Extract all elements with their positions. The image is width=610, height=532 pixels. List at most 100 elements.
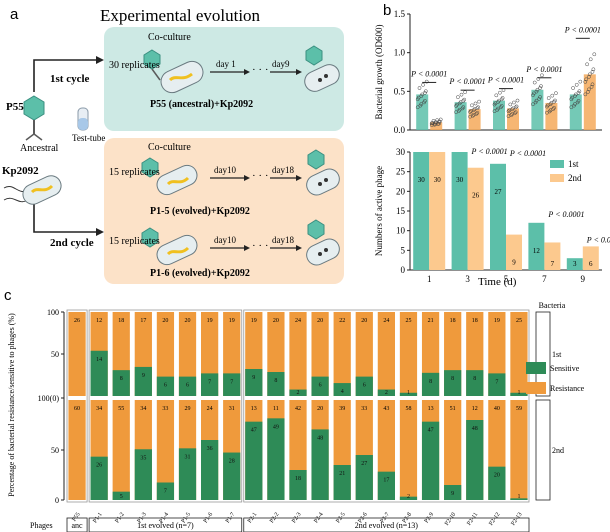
resistance-value: 31 <box>229 406 235 412</box>
group-label: 1st evolved (n=7) <box>137 521 194 530</box>
resistance-bar-1st-P2-8 <box>399 312 418 396</box>
growth-sig-label: P < 0.0001 <box>525 65 562 74</box>
growth-point <box>429 121 434 126</box>
resistance-value: 20 <box>317 318 323 324</box>
sensitive-bar-2nd-P1-4 <box>156 482 175 500</box>
sensitive-bar-1st-P2-11 <box>466 370 484 396</box>
growth-point <box>421 82 425 87</box>
group-frame <box>243 309 530 503</box>
growth-point <box>422 100 426 105</box>
c-y-label: Percentage of bacterial resistance/sensi… <box>7 313 16 497</box>
growth-point <box>585 62 589 67</box>
group-label-box <box>88 517 243 532</box>
growth-point <box>552 105 556 110</box>
sensitive-bar-2nd-P1-6 <box>201 440 219 500</box>
bottom-y-tick-label: 20 <box>396 186 406 196</box>
sensitive-value: 7 <box>495 379 498 385</box>
resistance-value: 39 <box>339 406 345 412</box>
legend-label-1st: 1st <box>568 159 579 169</box>
resistance-value: 24 <box>383 318 389 324</box>
growth-point <box>512 100 516 105</box>
box1-day-start: day 1 <box>216 59 236 69</box>
bottom-y-tick-label: 0 <box>401 265 406 275</box>
growth-point <box>514 104 519 109</box>
growth-point <box>418 103 423 108</box>
box1-coculture: Co-culture <box>148 32 191 43</box>
test-tube-icon <box>77 107 89 131</box>
sensitive-bar-2nd-P2-2 <box>267 418 285 500</box>
growth-point <box>456 95 460 99</box>
growth-point <box>574 82 579 87</box>
top-y-tick-label: 1.5 <box>394 9 406 19</box>
panel-b-xlabel: Time (d) <box>478 276 517 288</box>
phage-bar-value: 7 <box>551 260 555 268</box>
legend-resistance-swatch <box>526 382 546 394</box>
panel-b-charts: 0.0 0.5 1.0 1.5 Bacterial growth (OD600) P < … <box>374 9 610 284</box>
sensitive-value: 8 <box>429 379 432 385</box>
sensitive-value: 26 <box>96 463 102 469</box>
x-tick-label: 3 <box>465 274 470 284</box>
growth-point <box>589 84 594 89</box>
phages-row-label: Phages <box>30 521 53 530</box>
box3-caption: P1-6 (evolved)+Kp2092 <box>150 268 250 279</box>
growth-point <box>578 79 583 84</box>
box3-result-icon <box>306 219 340 266</box>
growth-bar-1st-5 <box>493 100 505 130</box>
resistance-bar-1st-P55 <box>68 312 86 396</box>
resistance-value: 20 <box>273 318 279 324</box>
growth-point <box>473 101 478 106</box>
growth-point <box>415 105 420 110</box>
sensitive-bar-1st-P2-6 <box>355 376 373 396</box>
box1-caption: P55 (ancestral)+Kp2092 <box>150 99 254 110</box>
phage-bar-value: 27 <box>495 188 503 196</box>
sensitive-bar-1st-P1-3 <box>134 366 152 396</box>
sensitive-bar-1st-P2-4 <box>311 376 329 396</box>
growth-point <box>583 79 588 84</box>
growth-point <box>552 99 556 104</box>
resistance-value: 19 <box>229 318 235 324</box>
group-label-box <box>243 517 530 532</box>
growth-point <box>537 96 542 101</box>
resistance-bar-2nd-P2-8 <box>399 400 418 500</box>
growth-point <box>433 120 438 125</box>
resistance-value: 51 <box>450 406 456 412</box>
growth-bar-1st-3 <box>454 102 467 130</box>
growth-point <box>531 93 535 98</box>
sensitive-bar-1st-P1-4 <box>156 376 175 396</box>
phage-sig-label: P < 0.0001 <box>586 235 610 244</box>
sensitive-bar-1st-P1-2 <box>112 370 130 396</box>
phage-tick-label: P2-13 <box>510 512 523 527</box>
resistance-value: 60 <box>74 406 80 412</box>
bacteria-label: Bacteria <box>539 301 566 310</box>
box2-replicates: 15 replicates <box>109 167 160 178</box>
sensitive-value: 1 <box>517 390 520 396</box>
sensitive-value: 7 <box>230 379 233 385</box>
resistance-bar-2nd-P1-4 <box>156 400 175 500</box>
sensitive-value: 27 <box>361 461 367 467</box>
growth-point <box>554 91 558 96</box>
sensitive-value: 1 <box>407 390 410 396</box>
sensitive-bar-1st-P2-13 <box>510 392 528 396</box>
row-2nd-label: 2nd <box>552 446 564 455</box>
growth-sig-label: P < 0.0001 <box>487 76 524 85</box>
phage-bar-1st-5 <box>490 163 506 270</box>
resistance-value: 43 <box>383 406 389 412</box>
growth-point <box>415 97 420 102</box>
growth-point <box>588 57 593 62</box>
phage-bar-1st-3 <box>451 152 468 270</box>
growth-point <box>476 105 481 110</box>
resistance-value: 19 <box>251 318 257 324</box>
growth-point <box>538 86 542 90</box>
resistance-value: 22 <box>339 318 345 324</box>
sensitive-value: 21 <box>339 471 345 477</box>
growth-point <box>498 105 503 110</box>
growth-sig-label: P < 0.0001 <box>449 77 486 86</box>
sensitive-value: 9 <box>451 491 454 497</box>
sensitive-bar-1st-P1-6 <box>201 373 219 396</box>
resistance-value: 12 <box>96 318 102 324</box>
box2-dots: · · · <box>252 170 269 182</box>
growth-point <box>429 123 434 127</box>
growth-point <box>550 93 555 98</box>
sensitive-value: 47 <box>428 428 434 434</box>
cycle2-label: 2nd cycle <box>50 237 94 249</box>
